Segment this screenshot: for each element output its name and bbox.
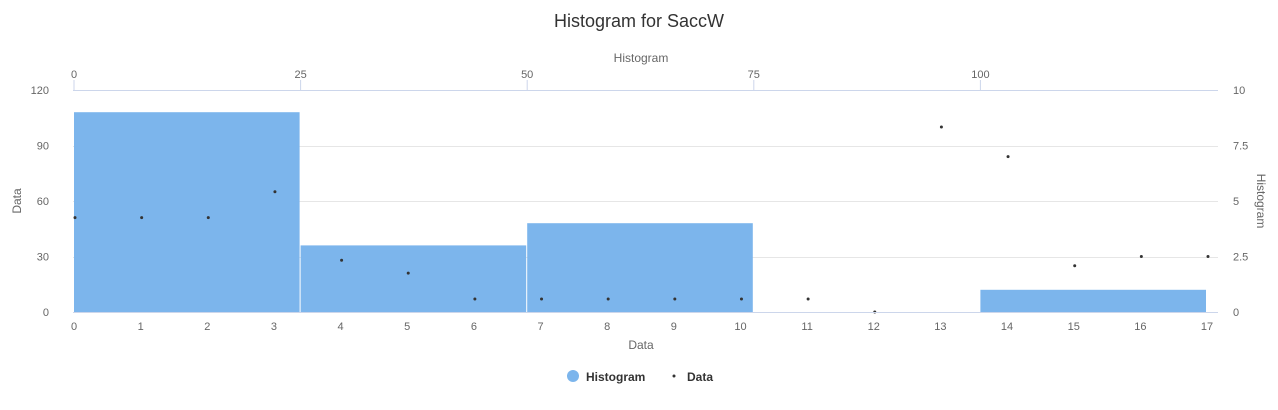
- x2-tick-label: 25: [294, 69, 306, 81]
- legend-data-swatch: [672, 374, 676, 378]
- data-point[interactable]: [73, 216, 77, 220]
- data-point[interactable]: [739, 297, 743, 301]
- data-point[interactable]: [1206, 255, 1210, 258]
- data-point[interactable]: [1073, 264, 1077, 268]
- x-tick-label: 16: [1134, 321, 1146, 333]
- x-axis-title: Data: [628, 338, 654, 352]
- data-point[interactable]: [473, 297, 477, 301]
- data-point[interactable]: [1006, 155, 1010, 159]
- right-axis-ticks: 0 2.5 5 7.5 10: [1233, 85, 1248, 319]
- legend-item-data[interactable]: Data: [672, 370, 714, 384]
- y-tick-label: 90: [37, 141, 49, 153]
- legend-item-histogram[interactable]: Histogram: [567, 370, 645, 384]
- y2-tick-label: 5: [1233, 196, 1239, 208]
- data-point[interactable]: [540, 297, 544, 301]
- y-tick-label: 30: [37, 252, 49, 264]
- y2-axis-title: Histogram: [1254, 174, 1268, 229]
- x-tick-label: 11: [801, 321, 812, 333]
- legend-data-label: Data: [687, 370, 713, 384]
- x-tick-label: 4: [338, 321, 344, 333]
- data-point[interactable]: [273, 190, 277, 194]
- legend-histogram-label: Histogram: [586, 370, 645, 384]
- x-tick-label: 15: [1068, 321, 1080, 333]
- x-tick-label: 12: [868, 321, 880, 333]
- x2-tick-label: 100: [971, 69, 989, 81]
- top-axis-title: Histogram: [614, 51, 669, 65]
- y-tick-label: 60: [37, 196, 49, 208]
- bottom-axis-ticks: 0 1 2 3 4 5 6 7 8 9 10 11 12 13 14 15 16 17: [71, 321, 1213, 333]
- histogram-bar[interactable]: [300, 245, 527, 312]
- histogram-bars[interactable]: [74, 112, 1206, 312]
- data-points[interactable]: [73, 125, 1210, 314]
- data-point[interactable]: [673, 297, 677, 301]
- data-point[interactable]: [340, 258, 344, 262]
- y-tick-label: 0: [43, 307, 49, 319]
- histogram-bar[interactable]: [74, 112, 300, 312]
- histogram-bar[interactable]: [980, 289, 1206, 312]
- x-tick-label: 13: [934, 321, 946, 333]
- data-point[interactable]: [406, 271, 410, 275]
- data-point[interactable]: [1139, 255, 1143, 258]
- x-tick-label: 6: [471, 321, 477, 333]
- y-tick-label: 120: [31, 85, 49, 97]
- x-tick-label: 14: [1001, 321, 1013, 333]
- top-axis-ticks: 0 25 50 75 100: [71, 69, 990, 90]
- histogram-bar[interactable]: [527, 223, 753, 312]
- x-tick-label: 5: [404, 321, 410, 333]
- data-point[interactable]: [806, 297, 810, 301]
- data-point[interactable]: [140, 216, 144, 220]
- x2-tick-label: 50: [521, 69, 533, 81]
- y-axis-title: Data: [10, 188, 24, 214]
- data-point[interactable]: [606, 297, 610, 301]
- left-axis-ticks: 0 30 60 90 120: [31, 85, 49, 319]
- legend: Histogram Data: [567, 370, 713, 384]
- x-tick-label: 10: [734, 321, 746, 333]
- data-point[interactable]: [939, 125, 943, 129]
- y2-tick-label: 10: [1233, 85, 1245, 97]
- x-tick-label: 7: [537, 321, 543, 333]
- x2-tick-label: 0: [71, 69, 77, 81]
- chart-title: Histogram for SaccW: [554, 11, 724, 31]
- x2-tick-label: 75: [748, 69, 760, 81]
- x-tick-label: 8: [604, 321, 610, 333]
- y2-tick-label: 2.5: [1233, 252, 1248, 264]
- x-tick-label: 3: [271, 321, 277, 333]
- x-tick-label: 2: [204, 321, 210, 333]
- x-tick-label: 17: [1201, 321, 1213, 333]
- y2-tick-label: 0: [1233, 307, 1239, 319]
- y2-tick-label: 7.5: [1233, 141, 1248, 153]
- data-point[interactable]: [206, 216, 210, 220]
- legend-histogram-swatch: [567, 370, 579, 382]
- x-tick-label: 9: [671, 321, 677, 333]
- x-tick-label: 1: [138, 321, 144, 333]
- x-tick-label: 0: [71, 321, 77, 333]
